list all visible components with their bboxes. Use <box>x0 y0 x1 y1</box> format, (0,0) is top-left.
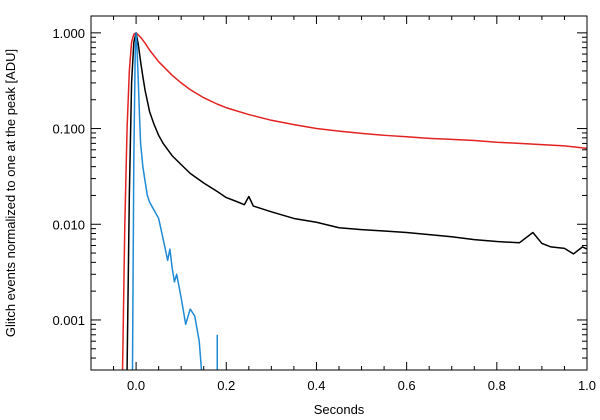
labels-layer: 0.0 0.2 0.4 0.6 0.8 1.0 1.000 0.100 0.010 0.001 <box>52 26 596 393</box>
y-tick-label: 0.100 <box>52 122 85 137</box>
series-line-0 <box>121 32 587 370</box>
x-tick-label: 1.0 <box>578 378 596 393</box>
x-tick-label: 0.4 <box>307 378 325 393</box>
x-tick-label: 0.6 <box>398 378 416 393</box>
x-tick-label: 0.0 <box>127 378 145 393</box>
series-line-1 <box>126 32 587 370</box>
y-tick-label: 1.000 <box>52 26 85 41</box>
series-line-2 <box>131 32 203 370</box>
y-tick-label: 0.010 <box>52 217 85 232</box>
y-axis-title: Glitch events normalized to one at the p… <box>3 49 18 337</box>
series-layer <box>121 32 587 370</box>
x-tick-label: 0.2 <box>217 378 235 393</box>
ticks-layer <box>90 16 588 371</box>
y-tick-label: 0.001 <box>52 313 85 328</box>
x-axis-title: Seconds <box>314 402 365 417</box>
x-tick-label: 0.8 <box>488 378 506 393</box>
